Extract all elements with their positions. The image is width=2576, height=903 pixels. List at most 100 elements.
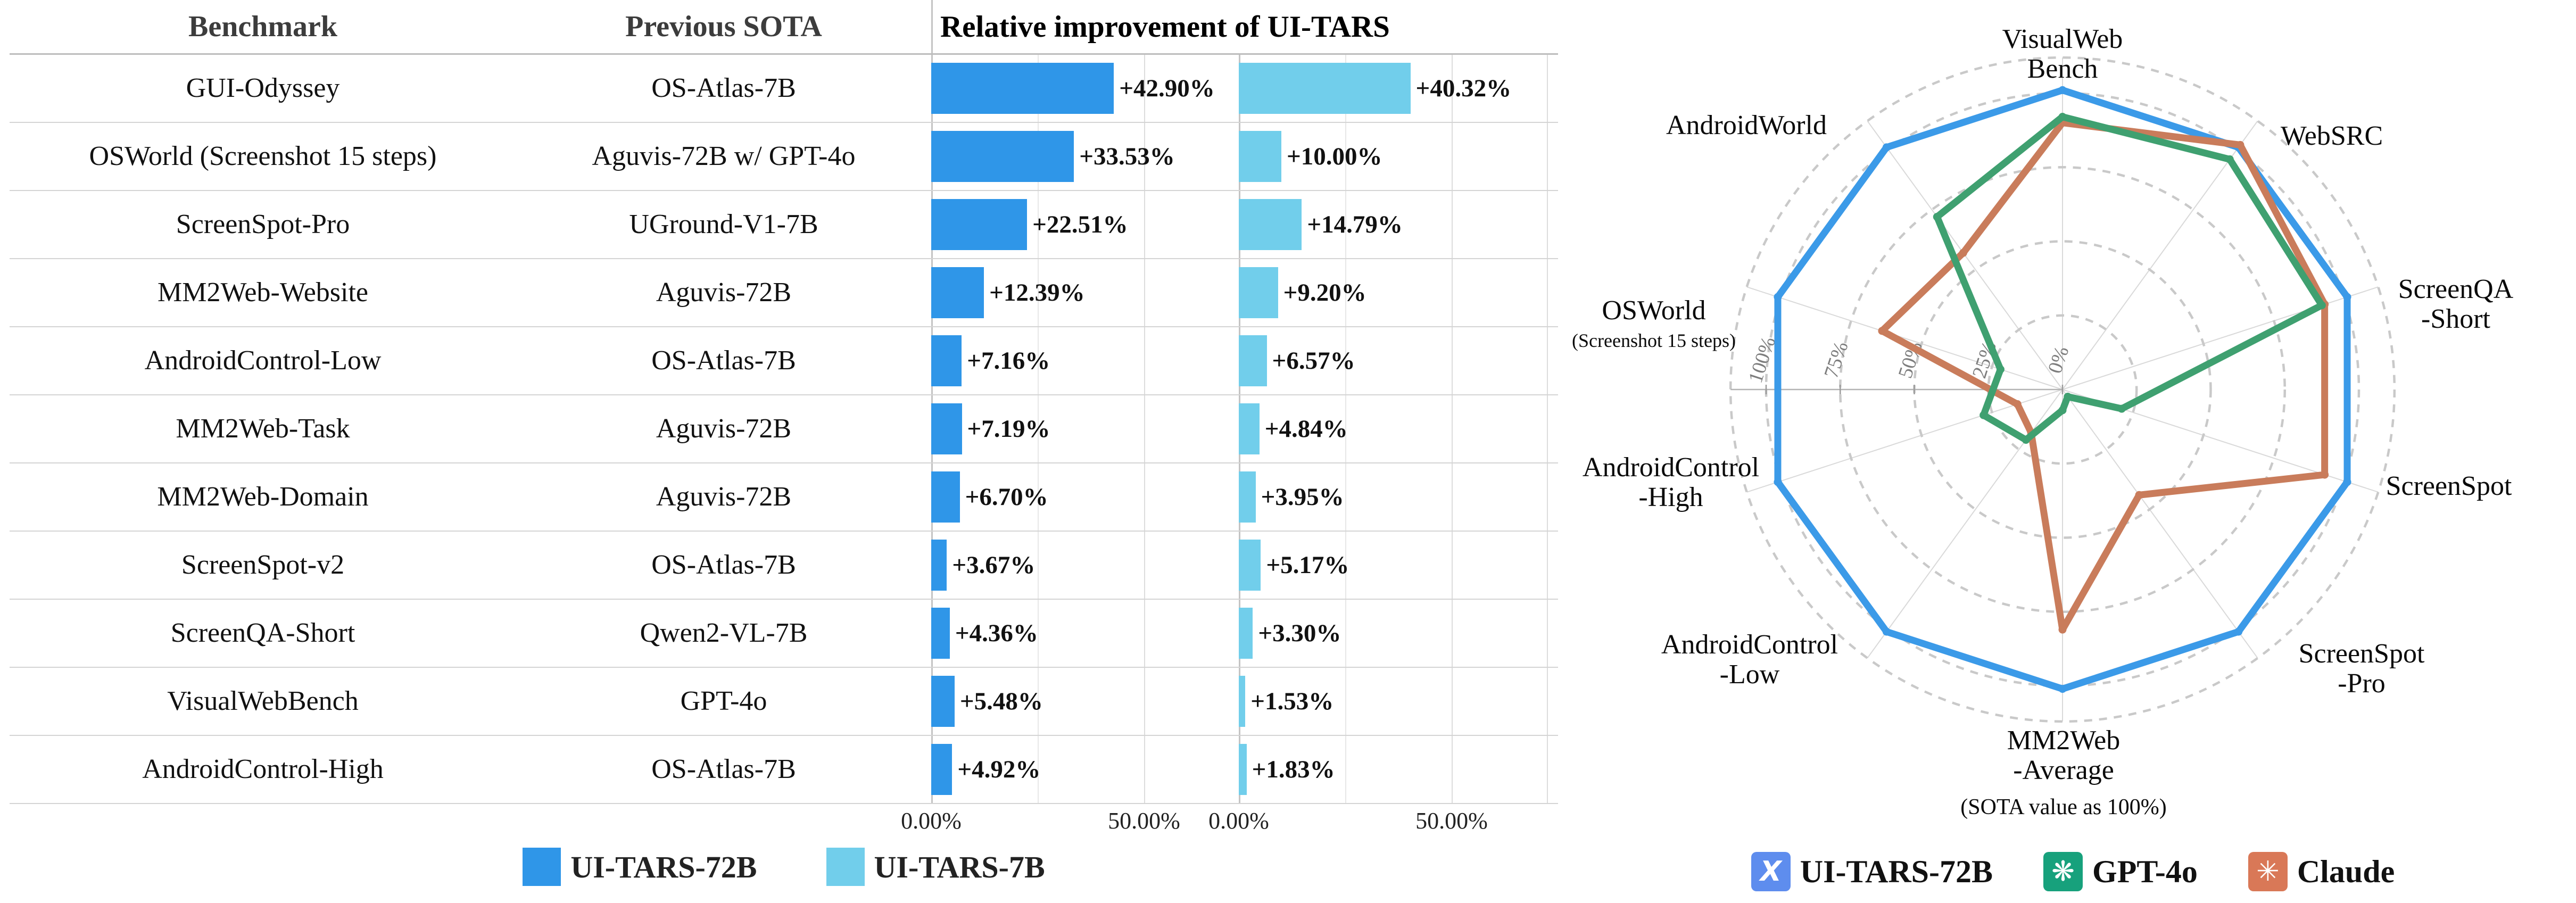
bar-x-axis-row: 0.00% 50.00% 0.00% 50.00%: [10, 804, 1558, 839]
table-row: ScreenQA-Short Qwen2-VL-7B +4.36% +3.30%: [10, 600, 1558, 668]
bar-cell-72b: +3.67%: [931, 532, 1239, 599]
radar-axis-label: ScreenSpot: [2386, 471, 2512, 501]
bar-cell-72b: +33.53%: [931, 123, 1239, 190]
table-row: GUI-Odyssey OS-Atlas-7B +42.90% +40.32%: [10, 55, 1558, 123]
bar-72b: [931, 540, 947, 591]
radar-legend-item: ❋ GPT-4o: [2043, 852, 2198, 891]
radar-vertex-dot: [2321, 470, 2329, 479]
table-row: MM2Web-Task Aguvis-72B +7.19% +4.84%: [10, 395, 1558, 463]
benchmark-cell: ScreenSpot-v2: [181, 549, 345, 580]
openai-logo-icon: ❋: [2043, 852, 2083, 891]
previous-sota-cell: OS-Atlas-7B: [651, 345, 796, 376]
radar-axis-label: AndroidWorld: [1666, 110, 1827, 140]
previous-sota-cell: OS-Atlas-7B: [651, 753, 796, 784]
bar-value-7b: +9.20%: [1283, 279, 1366, 306]
radar-axis-label: ScreenQA -Short: [2398, 274, 2514, 334]
bar-7b: [1239, 608, 1253, 659]
bar-72b: [931, 403, 962, 454]
radar-vertex-dot: [1882, 627, 1891, 636]
radar-gridline-ring: [1987, 314, 2138, 465]
bar-value-7b: +40.32%: [1415, 74, 1512, 102]
radar-vertex-dot: [1933, 213, 1941, 221]
benchmark-cell: ScreenQA-Short: [170, 617, 355, 648]
x-tick-label: 0.00%: [1208, 808, 1269, 834]
benchmark-cell: ScreenSpot-Pro: [176, 209, 350, 239]
table-row: VisualWebBench GPT-4o +5.48% +1.53%: [10, 668, 1558, 736]
table-row: AndroidControl-High OS-Atlas-7B +4.92% +…: [10, 736, 1558, 804]
bar-cell-7b: +4.84%: [1239, 395, 1548, 462]
previous-sota-cell: Aguvis-72B: [656, 413, 792, 444]
bar-cell-7b: +3.95%: [1239, 463, 1548, 531]
radar-vertex-dot: [2343, 478, 2351, 486]
legend-label: UI-TARS-72B: [1800, 854, 1993, 889]
table-row: MM2Web-Website Aguvis-72B +12.39% +9.20%: [10, 259, 1558, 327]
radar-vertex-dot: [1774, 478, 1782, 486]
radar-legend: X UI-TARS-72B ❋ GPT-4o ✳ Claude: [1570, 852, 2576, 891]
bar-cell-7b: +40.32%: [1239, 55, 1548, 122]
radar-spoke: [1746, 286, 2063, 390]
bar-value-7b: +1.83%: [1252, 756, 1335, 783]
bar-72b: [931, 267, 984, 318]
bar-72b: [931, 199, 1028, 250]
bar-value-72b: +22.51%: [1032, 211, 1128, 238]
radial-tick-label: 75%: [1820, 339, 1852, 381]
bar-72b: [931, 676, 955, 727]
previous-sota-cell: Aguvis-72B: [656, 481, 792, 512]
radar-vertex-dot: [2013, 400, 2022, 409]
bar-legend: UI-TARS-72B UI-TARS-7B: [10, 848, 1558, 886]
bar-cell-72b: +7.19%: [931, 395, 1239, 462]
bar-7b: [1239, 131, 1281, 182]
bar-value-72b: +5.48%: [959, 687, 1043, 715]
bar-72b: [931, 471, 960, 523]
bar-cell-7b: +1.53%: [1239, 668, 1548, 735]
bar-value-72b: +33.53%: [1079, 143, 1175, 170]
bar-value-72b: +3.67%: [952, 551, 1036, 579]
radar-vertex-dot: [2022, 436, 2030, 444]
table-row: ScreenSpot-Pro UGround-V1-7B +22.51% +14…: [10, 191, 1558, 259]
radar-vertex-dot: [1996, 365, 2005, 374]
table-row: OSWorld (Screenshot 15 steps) Aguvis-72B…: [10, 123, 1558, 191]
col-header-previous-sota: Previous SOTA: [625, 10, 822, 43]
legend-label: Claude: [2297, 854, 2395, 889]
benchmark-cell: AndroidControl-Low: [144, 345, 382, 376]
radar-vertex-dot: [2317, 301, 2326, 310]
bar-cell-7b: +6.57%: [1239, 327, 1548, 394]
radar-spoke: [2062, 389, 2258, 659]
bar-7b: [1239, 676, 1246, 727]
radar-axis-label: OSWorld (Screenshot 15 steps): [1572, 295, 1736, 351]
bar-value-7b: +3.95%: [1261, 483, 1344, 511]
bar-value-7b: +6.57%: [1272, 347, 1355, 375]
bar-cell-7b: +1.83%: [1239, 736, 1548, 803]
previous-sota-cell: GPT-4o: [680, 685, 767, 716]
radar-vertex-dot: [2058, 625, 2067, 634]
bar-legend-item: UI-TARS-72B: [523, 848, 757, 886]
previous-sota-cell: OS-Atlas-7B: [651, 72, 796, 103]
benchmark-cell: GUI-Odyssey: [186, 72, 340, 103]
radar-spoke: [2062, 120, 2258, 390]
radar-legend-item: ✳ Claude: [2248, 852, 2395, 891]
bar-7b: [1239, 63, 1411, 114]
radar-vertex-dot: [1882, 143, 1891, 152]
bar-value-7b: +10.00%: [1287, 143, 1382, 170]
bar-cell-7b: +3.30%: [1239, 600, 1548, 667]
bar-cell-7b: +14.79%: [1239, 191, 1548, 258]
radar-axis-label: MM2Web -Average: [2007, 725, 2120, 785]
bar-cell-72b: +42.90%: [931, 55, 1239, 122]
radar-vertex-dot: [1878, 327, 1886, 335]
benchmark-cell: MM2Web-Website: [158, 277, 368, 308]
bar-cell-72b: +22.51%: [931, 191, 1239, 258]
table-row: MM2Web-Domain Aguvis-72B +6.70% +3.95%: [10, 463, 1558, 532]
bar-cell-72b: +4.36%: [931, 600, 1239, 667]
improvement-table-panel: Benchmark Previous SOTA Relative improve…: [10, 0, 1558, 903]
bar-value-72b: +7.19%: [967, 415, 1050, 443]
previous-sota-cell: OS-Atlas-7B: [651, 549, 796, 580]
radar-vertex-dot: [2343, 293, 2351, 301]
radar-vertex-dot: [1979, 411, 1988, 419]
radar-vertex-dot: [1774, 293, 1782, 301]
table-row: AndroidControl-Low OS-Atlas-7B +7.16% +6…: [10, 327, 1558, 395]
radar-axis-label: WebSRC: [2281, 121, 2383, 151]
bar-7b: [1239, 335, 1267, 386]
x-axis-72b: 0.00% 50.00%: [901, 804, 1239, 839]
bar-value-7b: +3.30%: [1258, 619, 1341, 647]
